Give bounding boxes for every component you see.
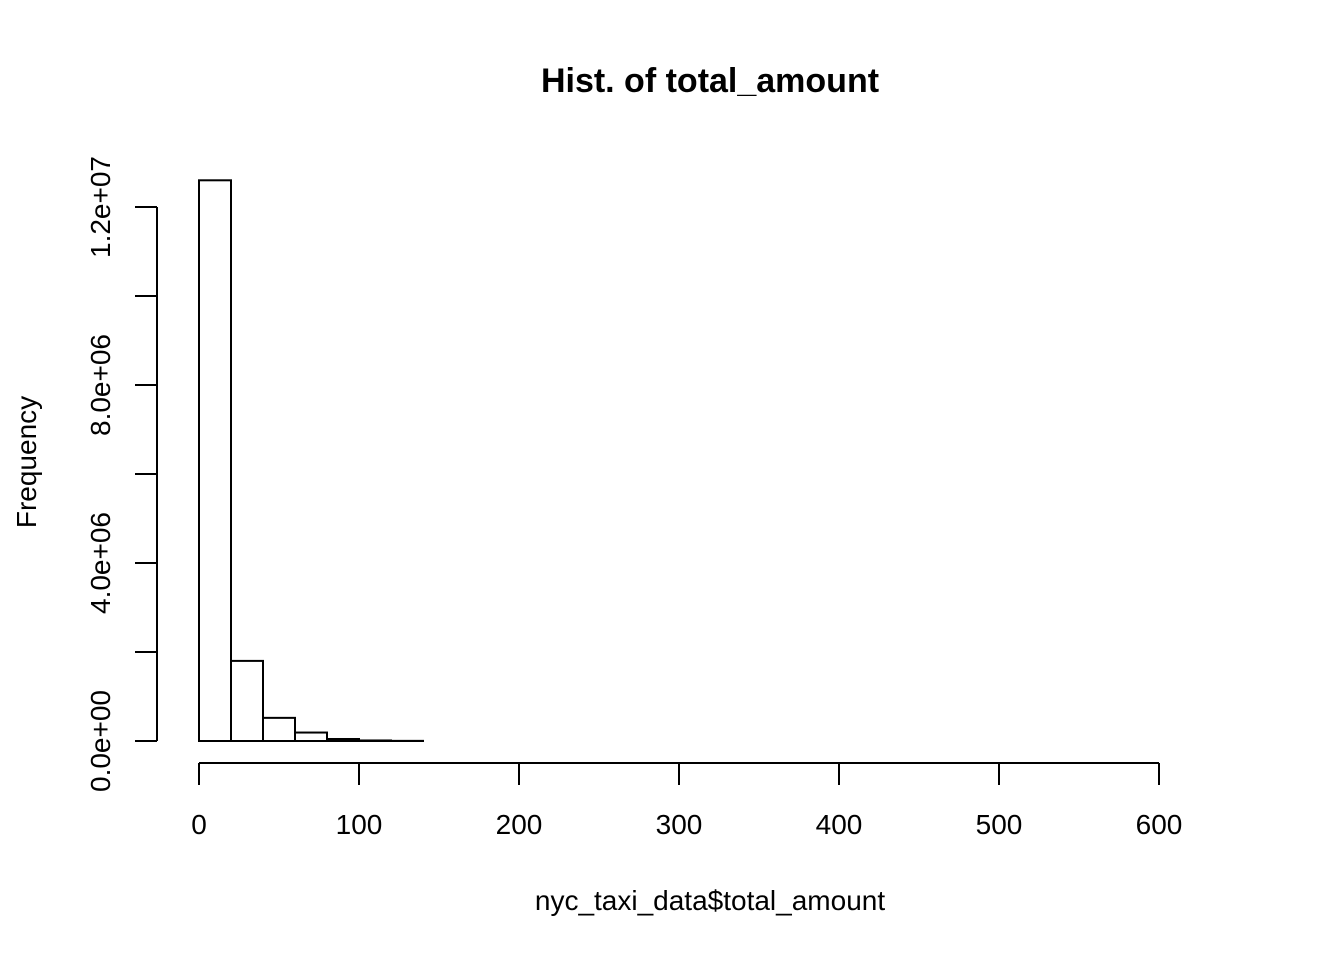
x-tick-label: 600 xyxy=(1136,809,1183,840)
histogram-bar xyxy=(326,737,360,742)
chart-title: Hist. of total_amount xyxy=(541,62,879,100)
y-axis: 0.0e+00 4.0e+06 8.0e+06 1.2e+07 xyxy=(85,156,158,792)
x-axis: 0 100 200 300 400 500 600 xyxy=(191,762,1183,840)
y-tick-label: 1.2e+07 xyxy=(85,156,116,258)
histogram-bar xyxy=(262,716,296,742)
x-tick-label: 0 xyxy=(191,809,207,840)
x-tick-label: 300 xyxy=(656,809,703,840)
x-tick-label: 200 xyxy=(496,809,543,840)
x-tick-label: 400 xyxy=(816,809,863,840)
x-axis-label: nyc_taxi_data$total_amount xyxy=(535,885,885,916)
histogram-bar xyxy=(198,179,232,743)
histogram-bar xyxy=(230,659,264,743)
y-axis-label: Frequency xyxy=(11,396,42,528)
y-tick-label: 4.0e+06 xyxy=(85,512,116,614)
histogram-bars xyxy=(198,179,424,743)
histogram-bar xyxy=(358,739,392,743)
y-tick-label: 0.0e+00 xyxy=(85,690,116,792)
histogram-bar xyxy=(294,731,328,742)
x-tick-label: 100 xyxy=(336,809,383,840)
x-tick-label: 500 xyxy=(976,809,1023,840)
y-tick-label: 8.0e+06 xyxy=(85,334,116,436)
